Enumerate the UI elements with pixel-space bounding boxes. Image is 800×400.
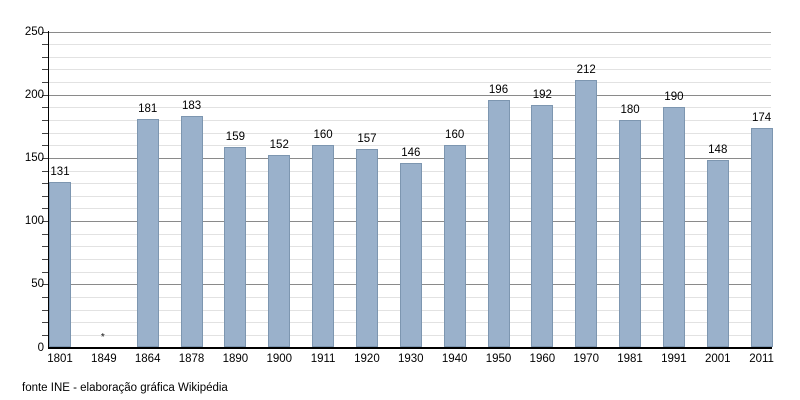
y-tick-label: 50 [31,278,44,291]
x-tick-label: 1878 [178,353,205,365]
y-axis-tick [42,157,48,159]
gridline [49,69,771,71]
y-axis-tick [42,119,48,121]
bar-1930 [399,162,422,348]
y-axis-tick [42,82,48,84]
y-axis-tick [42,170,48,172]
bar-1911 [312,145,335,348]
bar-2011 [750,127,773,348]
y-axis-tick [42,69,48,71]
x-tick-label: 1991 [661,353,687,365]
bar-1960 [531,104,554,348]
gridline [49,107,771,109]
gridline [49,56,771,58]
x-tick-label: 1970 [573,353,599,365]
gridline [49,119,771,121]
x-tick-label: 1900 [266,353,293,365]
x-tick-label: 2001 [704,353,731,365]
bar-value-label: 212 [576,63,596,76]
bar-1900 [268,155,291,348]
x-tick-label: 1960 [529,353,556,365]
y-axis-tick [42,56,48,58]
y-axis-tick [42,309,48,311]
bar-1991 [662,107,685,348]
bar-2001 [706,160,729,348]
x-tick-label: 1864 [134,353,161,365]
gridline [49,94,771,96]
bar-1890 [224,146,247,348]
y-axis-tick [42,259,48,261]
y-tick-label: 100 [24,215,44,228]
y-axis-tick [42,183,48,185]
bar-value-label: 192 [532,88,552,101]
bar-value-label: 160 [445,129,465,142]
y-axis-tick [42,145,48,147]
y-tick-label: 150 [24,151,44,164]
missing-value-marker: * [100,332,105,343]
gridline [49,145,771,147]
gridline [49,82,771,84]
y-axis-tick [42,284,48,286]
x-tick-label: 1940 [441,353,468,365]
bar-value-label: 183 [181,100,202,113]
bar-1878 [180,116,203,348]
bar-1950 [487,99,510,348]
y-axis-tick [42,233,48,235]
bar-1920 [355,149,378,348]
bar-1940 [443,145,466,348]
bar-value-label: 180 [620,103,640,116]
bar-1970 [575,79,598,348]
x-tick-label: 1930 [398,353,424,365]
bar-value-label: 196 [488,83,509,96]
y-axis-tick [42,322,48,324]
y-axis-tick [42,195,48,197]
y-tick-label: 250 [24,25,44,38]
bar-value-label: 160 [313,129,333,142]
gridline [49,31,771,33]
y-axis [47,31,49,348]
chart-source-caption: fonte INE - elaboração gráfica Wikipédia [22,382,228,394]
bar-value-label: 152 [269,139,289,152]
bar-value-label: 148 [708,144,728,157]
y-axis-tick [42,221,48,223]
y-axis-tick [42,296,48,298]
gridline [49,44,771,46]
x-tick-label: 1920 [354,353,380,365]
y-axis-tick [42,132,48,134]
y-axis-tick [42,31,48,33]
bar-1801 [49,181,71,348]
y-axis-tick [42,44,48,46]
bar-value-label: 181 [138,102,158,115]
y-axis-tick [42,208,48,210]
bar-value-label: 174 [752,111,772,124]
y-axis-tick [42,107,48,109]
bar-1981 [619,119,642,348]
x-tick-label: 1981 [617,353,643,365]
bar-value-label: 159 [225,130,245,143]
bar-1864 [136,118,159,348]
x-tick-label: 1950 [485,353,512,365]
x-tick-label: 1849 [91,353,117,365]
y-axis-tick [42,246,48,248]
x-tick-label: 1911 [310,353,336,365]
x-tick-label: 2011 [749,353,774,365]
y-axis-tick [42,334,48,336]
x-tick-label: 1801 [47,353,73,365]
y-tick-label: 0 [37,341,44,354]
y-axis-tick [42,94,48,96]
bar-value-label: 157 [357,133,377,146]
gridline [49,157,771,159]
bar-value-label: 146 [401,146,421,159]
x-tick-label: 1890 [222,353,249,365]
y-tick-label: 200 [24,88,44,101]
x-axis [47,347,772,349]
bar-value-label: 190 [664,91,684,104]
bar-value-label: 131 [50,165,70,178]
gridline [49,132,771,134]
y-axis-tick [42,271,48,273]
